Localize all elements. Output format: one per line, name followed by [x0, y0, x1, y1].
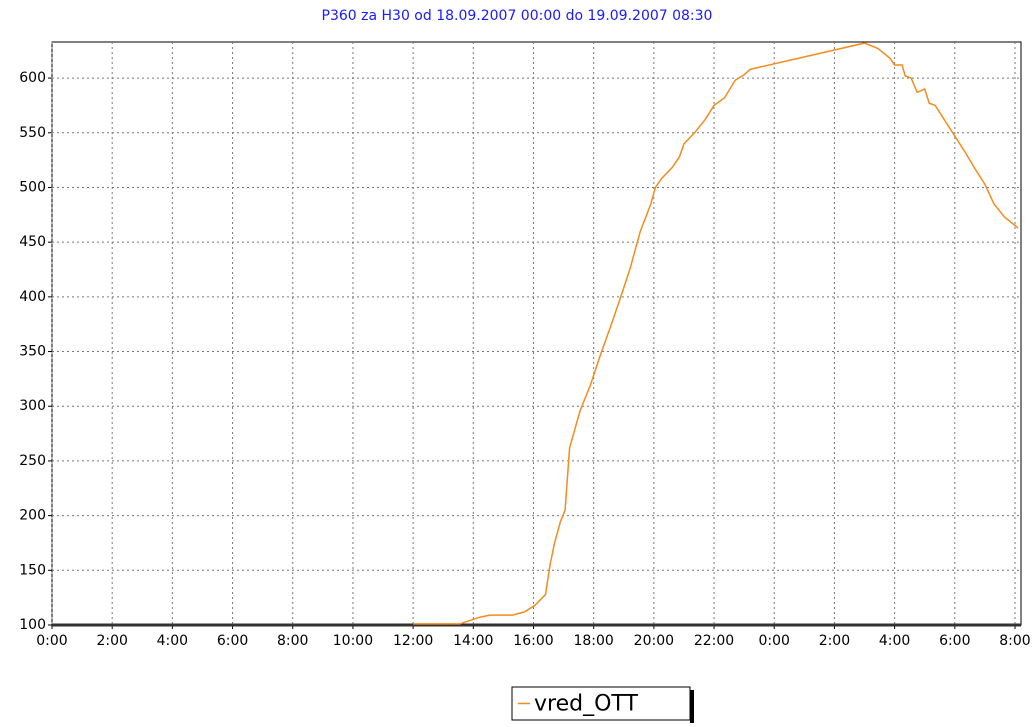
plot-area [51, 41, 1022, 626]
y-tick-label: 550 [19, 125, 46, 141]
x-tick-label: 4:00 [879, 633, 910, 649]
y-tick-label: 250 [19, 453, 46, 469]
x-tick-label: 8:00 [277, 633, 308, 649]
y-tick-label: 400 [19, 289, 46, 305]
y-tick-label: 450 [19, 234, 46, 250]
x-tick-label: 10:00 [333, 633, 373, 649]
x-tick-label: 0:00 [36, 633, 67, 649]
chart-title: P360 za H30 od 18.09.2007 00:00 do 19.09… [322, 8, 713, 24]
y-tick-label: 150 [19, 562, 46, 578]
legend-label: vred_OTT [534, 692, 638, 717]
y-tick-label: 500 [19, 179, 46, 195]
x-tick-label: 2:00 [819, 633, 850, 649]
x-tick-label: 0:00 [759, 633, 790, 649]
x-tick-label: 20:00 [634, 633, 674, 649]
y-tick-label: 600 [19, 70, 46, 86]
x-tick-label: 6:00 [939, 633, 970, 649]
data-line [413, 42, 1019, 625]
y-tick-label: 350 [19, 344, 46, 360]
x-tick-label: 16:00 [513, 633, 553, 649]
x-tick-label: 2:00 [96, 633, 127, 649]
y-tick-label: 200 [19, 508, 46, 524]
legend [511, 686, 691, 721]
x-tick-label: 4:00 [157, 633, 188, 649]
x-tick-label: 6:00 [217, 633, 248, 649]
legend-shadow [690, 690, 694, 723]
x-tick-label: 14:00 [453, 633, 493, 649]
x-tick-label: 18:00 [573, 633, 613, 649]
y-tick-label: 100 [19, 617, 46, 633]
x-tick-label: 22:00 [694, 633, 734, 649]
x-tick-label: 12:00 [393, 633, 433, 649]
x-tick-label: 8:00 [999, 633, 1030, 649]
y-tick-label: 300 [19, 398, 46, 414]
